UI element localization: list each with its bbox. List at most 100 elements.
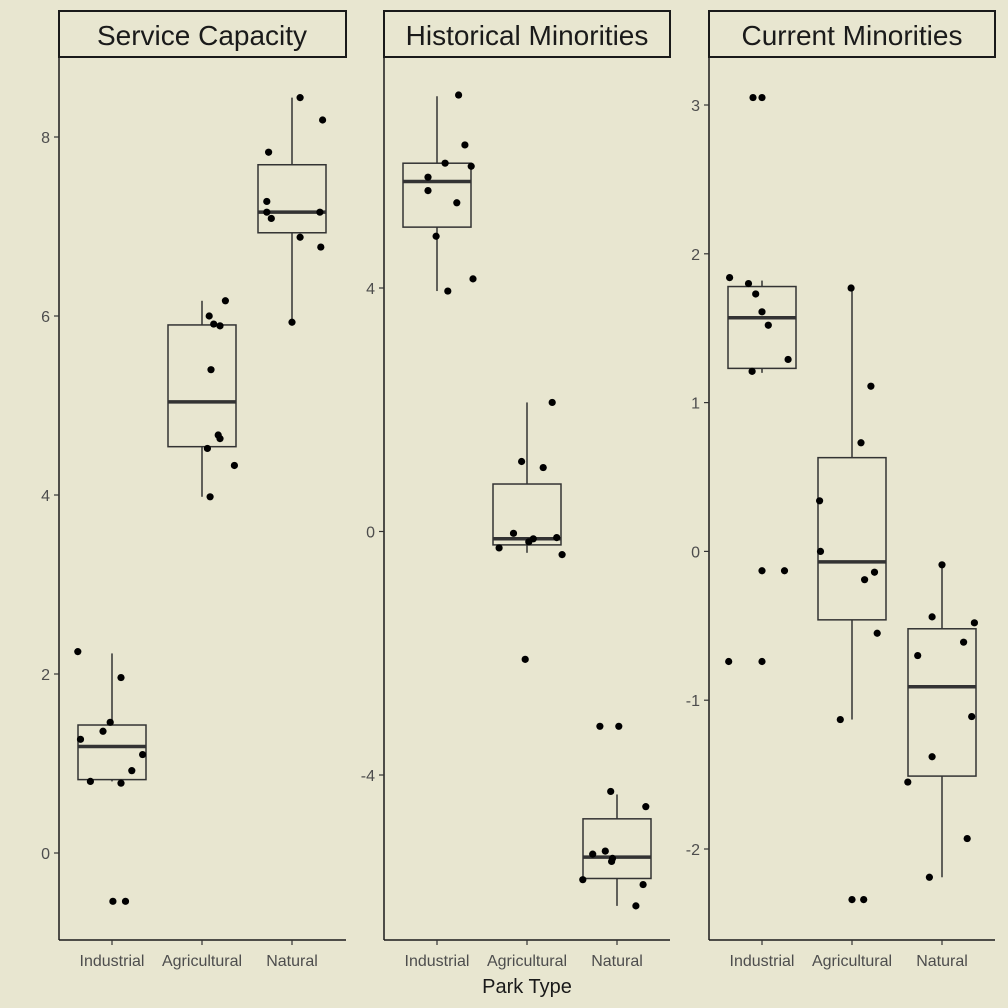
y-tick-label: 0 xyxy=(366,525,375,542)
data-point xyxy=(317,243,325,251)
data-point xyxy=(758,567,766,575)
data-point xyxy=(744,279,753,288)
data-point xyxy=(970,619,979,627)
data-point xyxy=(963,834,971,843)
data-point xyxy=(453,199,461,207)
data-point xyxy=(749,93,757,102)
box-iqr xyxy=(167,324,237,448)
data-point xyxy=(221,297,229,305)
y-tick-label: -4 xyxy=(361,768,375,785)
y-tick-label: 0 xyxy=(41,846,50,863)
strip-label-service-capacity: Service Capacity xyxy=(97,20,307,51)
y-tick-label: 1 xyxy=(691,396,700,413)
strip-service-capacity xyxy=(58,10,347,58)
box-iqr xyxy=(727,285,797,370)
data-point xyxy=(726,274,734,282)
data-point xyxy=(205,312,213,320)
data-point xyxy=(632,902,640,910)
data-point xyxy=(99,727,107,735)
data-point xyxy=(296,94,304,102)
data-point xyxy=(601,847,609,855)
data-point xyxy=(938,561,946,569)
data-point xyxy=(432,232,440,240)
strip-historical-minorities xyxy=(383,10,671,58)
data-point xyxy=(870,568,879,576)
data-point xyxy=(861,576,869,584)
data-point xyxy=(867,382,875,390)
data-point xyxy=(467,162,475,170)
strip-current-minorities xyxy=(708,10,996,58)
x-axis-title: Park Type xyxy=(482,976,572,998)
data-point xyxy=(86,777,94,786)
data-point xyxy=(857,439,865,447)
data-point xyxy=(758,93,766,102)
box-iqr xyxy=(817,456,887,621)
data-point xyxy=(725,657,733,666)
data-point xyxy=(579,876,587,884)
data-point xyxy=(444,287,452,295)
y-tick-label: 0 xyxy=(691,544,700,561)
data-point xyxy=(968,712,976,721)
data-point xyxy=(816,497,824,505)
x-tick-label: Agricultural xyxy=(162,953,242,970)
data-point xyxy=(521,655,529,663)
data-point xyxy=(928,753,936,761)
data-point xyxy=(265,148,273,156)
data-point xyxy=(518,457,526,466)
x-tick-label: Agricultural xyxy=(487,953,567,970)
data-point xyxy=(424,187,432,195)
data-point xyxy=(455,91,463,99)
data-point xyxy=(553,533,561,542)
data-point xyxy=(589,850,597,858)
data-point xyxy=(117,779,125,787)
data-point xyxy=(207,366,215,374)
data-point xyxy=(607,787,615,796)
data-point xyxy=(596,722,604,730)
data-point xyxy=(109,897,117,905)
data-point xyxy=(495,544,503,552)
x-tick-label: Agricultural xyxy=(812,953,892,970)
y-tick-label: -2 xyxy=(686,842,700,859)
data-point xyxy=(216,435,224,443)
data-point xyxy=(615,722,623,730)
data-point xyxy=(288,318,296,326)
data-point xyxy=(296,233,304,241)
data-point xyxy=(548,398,556,407)
strip-label-current-minorities: Current Minorities xyxy=(742,20,963,51)
data-point xyxy=(263,208,271,216)
data-point xyxy=(539,463,547,472)
y-tick-label: 6 xyxy=(41,309,50,326)
data-point xyxy=(216,322,224,330)
panel-service-capacity: Service Capacity 0 2 4 6 8 Industrial Agricult… xyxy=(41,10,347,970)
y-tick-label: 3 xyxy=(691,98,700,115)
box-iqr xyxy=(907,628,977,777)
data-point xyxy=(608,854,617,862)
data-point xyxy=(960,638,968,646)
data-point xyxy=(748,367,756,375)
data-point xyxy=(758,308,766,316)
data-point xyxy=(558,551,566,559)
data-point xyxy=(529,535,537,543)
data-point xyxy=(128,767,136,775)
data-point xyxy=(267,214,275,223)
y-tick-label: 4 xyxy=(366,281,375,298)
data-point xyxy=(210,320,218,328)
data-point xyxy=(914,651,922,660)
box-iqr xyxy=(402,162,472,228)
data-point xyxy=(873,629,881,637)
y-tick-label: 2 xyxy=(691,247,700,264)
data-point xyxy=(203,444,211,453)
y-tick-label: -1 xyxy=(686,693,700,710)
data-point xyxy=(904,778,912,786)
data-point xyxy=(263,197,271,206)
data-point xyxy=(639,880,647,889)
data-point xyxy=(319,116,327,124)
x-tick-label: Industrial xyxy=(80,953,145,970)
data-point xyxy=(848,895,856,904)
panel-historical-minorities: Historical Minorities -4 0 4 Industrial Agri… xyxy=(361,10,671,970)
data-point xyxy=(847,284,855,292)
x-tick-label: Natural xyxy=(916,953,968,970)
strip-label-historical-minorities: Historical Minorities xyxy=(406,20,649,51)
data-point xyxy=(441,159,449,167)
